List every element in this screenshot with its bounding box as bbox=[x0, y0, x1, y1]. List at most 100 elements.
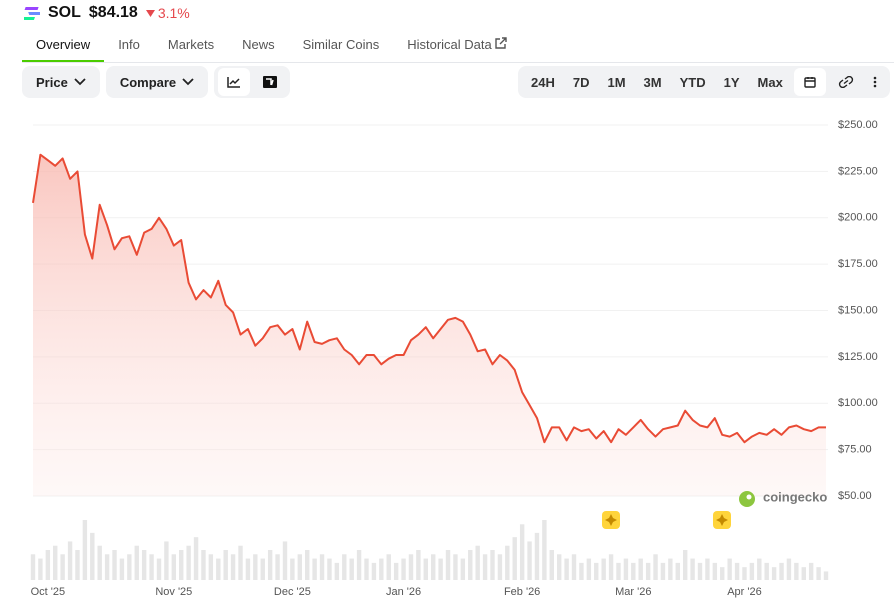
price-line bbox=[32, 153, 826, 444]
volume-bar bbox=[423, 558, 428, 580]
range-button[interactable]: 3M bbox=[643, 74, 662, 90]
calendar-button[interactable] bbox=[793, 68, 826, 96]
price-change: 3.1% bbox=[145, 5, 190, 21]
volume-bar bbox=[512, 537, 517, 580]
compare-button[interactable]: Compare bbox=[105, 66, 209, 98]
y-tick-label: $175.00 bbox=[838, 258, 878, 270]
more-icon bbox=[873, 76, 877, 88]
price-button[interactable]: Price bbox=[22, 66, 100, 98]
volume-bar bbox=[527, 541, 532, 580]
range-button[interactable]: 24H bbox=[531, 74, 555, 90]
volume-bar bbox=[408, 554, 414, 580]
volume-bar bbox=[319, 554, 325, 580]
more-button[interactable] bbox=[866, 68, 884, 96]
volume-bar bbox=[60, 554, 65, 580]
x-tick-label: Feb '26 bbox=[504, 586, 540, 598]
volume-bar bbox=[156, 558, 162, 580]
coin-header: SOL $84.18 3.1% bbox=[24, 2, 190, 24]
volume-bar bbox=[601, 558, 606, 580]
tradingview-button[interactable] bbox=[254, 68, 286, 96]
volume-bar bbox=[416, 550, 421, 580]
volume-bar bbox=[816, 567, 821, 580]
range-button[interactable]: YTD bbox=[679, 74, 706, 90]
volume-bar bbox=[801, 567, 806, 580]
volume-bar bbox=[490, 550, 495, 580]
volume-bar bbox=[631, 562, 636, 580]
volume-bar bbox=[53, 545, 58, 580]
tab[interactable]: Overview bbox=[22, 30, 105, 62]
volume-bar bbox=[379, 558, 384, 580]
volume-bar bbox=[653, 554, 658, 580]
event-marker[interactable] bbox=[602, 511, 620, 529]
volume-bar bbox=[90, 532, 95, 580]
volume-bar bbox=[30, 554, 36, 580]
tab[interactable]: Markets bbox=[167, 37, 215, 52]
line-chart-button[interactable] bbox=[218, 68, 251, 96]
tab[interactable]: Similar Coins bbox=[302, 37, 380, 52]
volume-bar bbox=[275, 554, 280, 580]
range-button[interactable]: 1M bbox=[607, 74, 626, 90]
volume-bar bbox=[690, 558, 695, 580]
chevron bbox=[182, 78, 194, 86]
tab[interactable]: Historical Data bbox=[393, 30, 521, 62]
y-tick-label: $225.00 bbox=[838, 165, 878, 177]
range-button[interactable]: Max bbox=[757, 74, 783, 90]
coin-symbol: SOL bbox=[48, 4, 81, 21]
y-tick-label: $50.00 bbox=[838, 490, 872, 502]
range-button[interactable]: 1Y bbox=[723, 74, 740, 90]
chevron bbox=[74, 78, 86, 86]
volume-bar bbox=[594, 562, 599, 580]
volume-bar bbox=[82, 520, 88, 580]
volume-bar bbox=[386, 554, 391, 580]
volume-bar bbox=[534, 532, 540, 580]
tab[interactable]: News bbox=[242, 37, 275, 52]
range-toolbar: 24H 7D 1M 3M YTD 1Y Max bbox=[518, 66, 890, 98]
volume-bar bbox=[438, 558, 443, 580]
compare-label: Compare bbox=[119, 74, 177, 90]
volume-bar bbox=[253, 554, 258, 580]
volume-bar bbox=[757, 558, 762, 580]
volume-bar bbox=[431, 554, 436, 580]
volume-bar bbox=[201, 550, 206, 580]
volume-bar bbox=[97, 545, 102, 580]
y-tick-label: $75.00 bbox=[838, 444, 872, 456]
volume-bar bbox=[349, 558, 354, 580]
volume-bar bbox=[682, 550, 688, 580]
volume-bar bbox=[149, 554, 154, 580]
volume-bar bbox=[749, 562, 755, 580]
volume-bar bbox=[401, 558, 406, 580]
volume-bar bbox=[460, 558, 466, 580]
volume-bar bbox=[794, 562, 799, 580]
down-arrow bbox=[145, 9, 155, 17]
price-label: Price bbox=[36, 74, 68, 90]
event-marker[interactable] bbox=[713, 511, 731, 529]
volume-bar bbox=[697, 562, 703, 580]
calendar-icon bbox=[804, 77, 816, 88]
volume-bar bbox=[334, 562, 340, 580]
volume-bar bbox=[468, 550, 473, 580]
x-tick-label: Dec '25 bbox=[274, 586, 311, 598]
volume-bar bbox=[475, 545, 480, 580]
volume-bar bbox=[260, 558, 265, 580]
volume-bar bbox=[608, 554, 614, 580]
y-tick-label: $100.00 bbox=[838, 397, 878, 409]
volume-bar bbox=[668, 558, 673, 580]
volume-bar bbox=[445, 550, 451, 580]
volume-bar bbox=[453, 554, 458, 580]
volume-bar bbox=[705, 558, 710, 580]
volume-bar bbox=[638, 558, 643, 580]
volume-bar bbox=[104, 554, 110, 580]
volume-bar bbox=[579, 562, 584, 580]
share-button[interactable] bbox=[830, 68, 862, 96]
volume-bar bbox=[779, 562, 784, 580]
range-button[interactable]: 7D bbox=[572, 74, 590, 90]
volume-bar bbox=[764, 562, 769, 580]
volume-bar bbox=[497, 554, 503, 580]
volume-bar bbox=[45, 550, 51, 580]
volume-bar bbox=[712, 562, 718, 580]
volume-bar bbox=[267, 550, 273, 580]
volume-bar bbox=[342, 554, 347, 580]
y-tick-label: $150.00 bbox=[838, 304, 878, 316]
tab[interactable]: Info bbox=[118, 37, 140, 52]
volume-bar bbox=[164, 541, 169, 580]
